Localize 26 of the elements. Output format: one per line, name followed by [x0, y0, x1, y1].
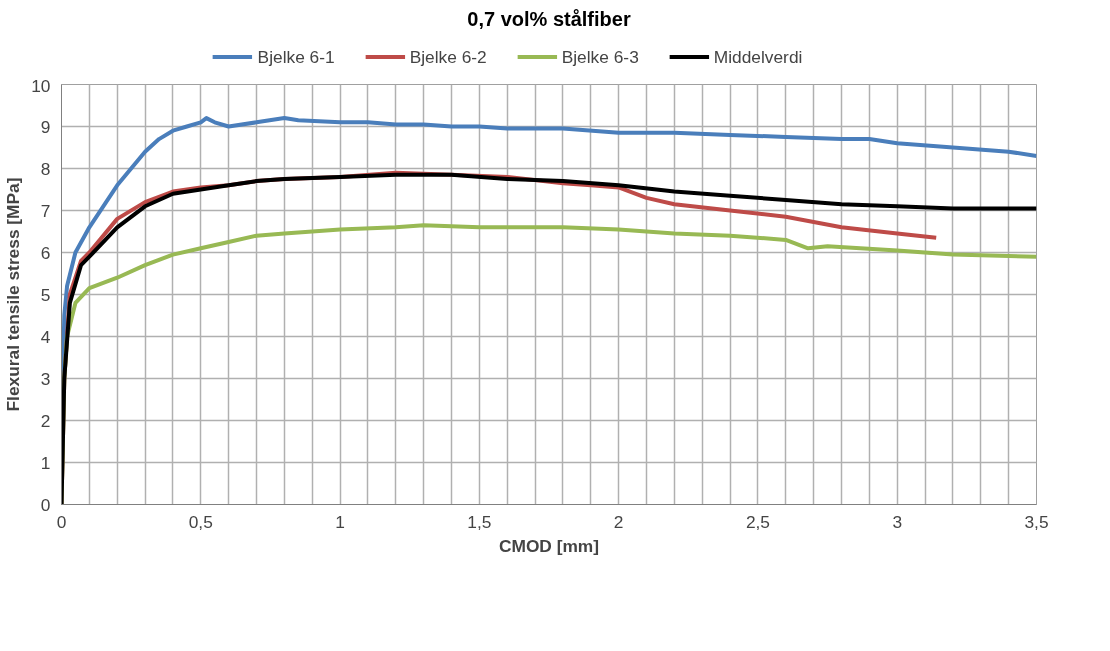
x-axis-title: CMOD [mm] [498, 535, 600, 556]
x-tick-label: 1,5 [467, 511, 492, 532]
x-tick-label: 1 [335, 511, 345, 532]
legend-label: Bjelke 6-2 [409, 46, 487, 67]
legend-label: Bjelke 6-1 [257, 46, 335, 67]
x-tick-label: 3,5 [1024, 511, 1049, 532]
y-tick-label: 8 [40, 158, 51, 179]
y-tick-label: 7 [40, 200, 51, 221]
x-tick-label: 0,5 [188, 511, 213, 532]
x-tick-label: 2,5 [745, 511, 770, 532]
y-tick-label: 0 [40, 494, 51, 515]
y-tick-label: 3 [40, 368, 51, 389]
y-tick-label: 10 [31, 75, 51, 96]
y-tick-label: 5 [40, 284, 51, 305]
y-axis-title: Flexural tensile stress [MPa] [3, 177, 24, 412]
x-tick-label: 3 [892, 511, 903, 532]
x-tick-label: 0 [56, 511, 67, 532]
y-tick-label: 4 [40, 326, 51, 347]
chart-title: 0,7 vol% stålfiber [467, 7, 631, 30]
legend-label: Middelverdi [713, 46, 803, 67]
legend-label: Bjelke 6-3 [561, 46, 639, 67]
y-tick-label: 1 [40, 452, 51, 473]
y-tick-label: 6 [40, 242, 51, 263]
y-tick-label: 2 [40, 410, 51, 431]
y-tick-label: 9 [40, 116, 51, 137]
x-tick-label: 2 [613, 511, 624, 532]
